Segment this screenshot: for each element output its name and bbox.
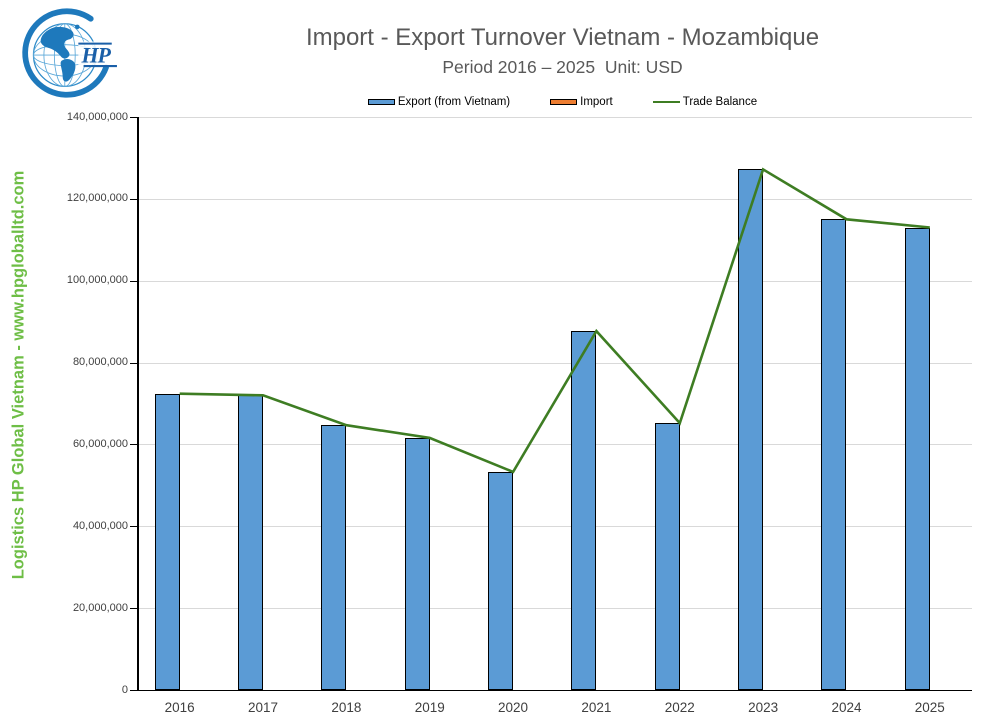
legend: Export (from Vietnam) Import Trade Balan… — [140, 94, 985, 110]
x-axis-label-2025: 2025 — [914, 700, 945, 715]
export-bar-2021 — [571, 331, 597, 690]
y-axis-tick-label: 100,000,000 — [66, 274, 128, 287]
export-bar-2017 — [238, 395, 264, 690]
legend-item-trade-balance: Trade Balance — [652, 96, 758, 108]
x-axis-label-2023: 2023 — [748, 700, 779, 715]
y-axis-tick-label: 140,000,000 — [66, 110, 128, 123]
export-bar-2016 — [154, 393, 180, 690]
gridline — [138, 444, 972, 446]
chart-title: Import - Export Turnover Vietnam - Mozam… — [305, 24, 820, 51]
chart-subtitle: Period 2016 – 2025 Unit: USD — [442, 57, 683, 77]
export-bar-2024 — [821, 219, 847, 690]
y-axis-tick-label: 80,000,000 — [72, 356, 128, 369]
import-swatch-icon — [550, 99, 578, 105]
y-axis-tick — [130, 690, 137, 691]
export-bar-2020 — [488, 471, 514, 690]
gridline — [138, 280, 972, 282]
hp-global-logo: HP — [22, 8, 117, 98]
y-axis-tick — [130, 198, 137, 200]
globe-continents — [40, 24, 80, 82]
logo-swoosh-icon — [22, 8, 109, 98]
legend-item-import: Import — [550, 96, 613, 108]
x-axis-label-2019: 2019 — [414, 700, 445, 715]
y-axis-tick — [130, 608, 137, 610]
y-axis-tick — [130, 444, 137, 446]
y-axis-line — [137, 117, 139, 690]
gridline — [138, 608, 972, 610]
x-axis-label-2016: 2016 — [164, 700, 195, 715]
y-axis-tick — [130, 362, 137, 364]
y-axis-tick-label: 40,000,000 — [72, 519, 128, 532]
x-axis-label-2024: 2024 — [831, 700, 862, 715]
legend-item-export: Export (from Vietnam) — [367, 96, 511, 108]
y-axis-tick-label: 120,000,000 — [66, 192, 128, 205]
export-bar-2025 — [904, 227, 930, 690]
export-bar-2022 — [654, 423, 680, 690]
x-axis-line — [137, 689, 972, 692]
y-axis-tick-label: 0 — [121, 683, 128, 696]
x-axis-label-2022: 2022 — [664, 700, 695, 715]
export-bar-2023 — [738, 169, 764, 690]
x-axis-label-2020: 2020 — [498, 700, 529, 715]
x-axis-label-2017: 2017 — [247, 700, 279, 715]
y-axis-tick — [130, 117, 137, 118]
gridline — [138, 526, 972, 528]
legend-label-trade-balance: Trade Balance — [682, 96, 758, 108]
x-axis-label-2021: 2021 — [581, 700, 612, 715]
legend-label-import: Import — [580, 96, 613, 108]
logo-text-backplate — [78, 41, 117, 67]
gridline — [138, 117, 972, 118]
export-bar-2018 — [321, 425, 347, 690]
y-axis-tick — [130, 526, 137, 528]
logo-monogram: HP — [80, 42, 111, 67]
export-bar-2019 — [404, 437, 430, 690]
y-axis-tick-label: 60,000,000 — [72, 437, 128, 450]
trade-balance-line-swatch-icon — [652, 100, 680, 104]
x-axis-label-2018: 2018 — [331, 700, 362, 715]
y-axis-tick — [130, 280, 137, 282]
logo-monogram-rules — [78, 42, 117, 68]
gridline — [138, 362, 972, 364]
export-swatch-icon — [367, 99, 395, 105]
y-axis-tick-label: 20,000,000 — [72, 601, 128, 614]
gridline — [138, 198, 972, 200]
legend-label-export: Export (from Vietnam) — [397, 96, 511, 108]
